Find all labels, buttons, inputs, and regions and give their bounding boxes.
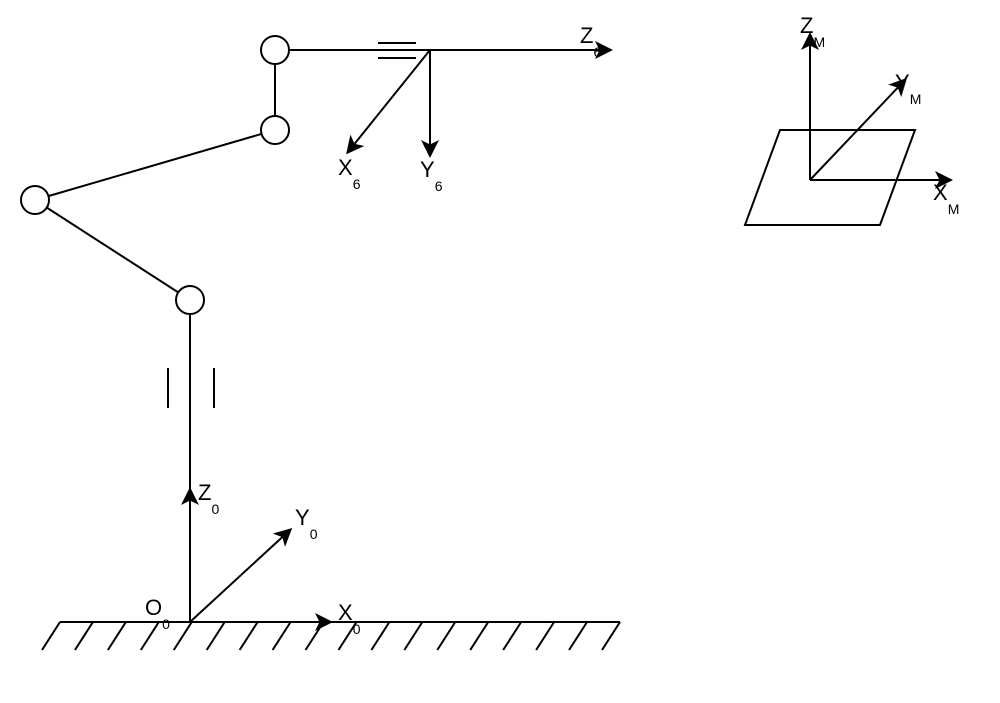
label-zm: ZM <box>800 13 825 50</box>
label-xm: XM <box>933 180 959 217</box>
ground-hatch <box>536 622 554 650</box>
label-z6: Z6 <box>580 23 601 60</box>
ground-hatch <box>141 622 159 650</box>
label-z0: Z0 <box>198 480 219 517</box>
label-o0: O0 <box>145 595 170 632</box>
ground-hatch <box>108 622 126 650</box>
axis-x6 <box>348 50 430 152</box>
joint-1 <box>176 286 204 314</box>
ground-hatch <box>602 622 620 650</box>
label-y0: Y0 <box>295 505 318 542</box>
joint-2 <box>21 186 49 214</box>
ground-hatch <box>306 622 324 650</box>
ground-hatch <box>240 622 258 650</box>
ground-hatch <box>371 622 389 650</box>
link-2 <box>35 130 275 200</box>
ground-hatch <box>42 622 60 650</box>
ground-hatch <box>503 622 521 650</box>
ground-hatch <box>207 622 225 650</box>
ground-hatch <box>273 622 291 650</box>
ground-hatch <box>437 622 455 650</box>
kinematics-diagram: O0Z0X0Y0Z6X6Y6ZMXMYM <box>0 0 1000 703</box>
link-1 <box>35 200 190 300</box>
label-ym: YM <box>895 70 921 107</box>
ground-hatch <box>470 622 488 650</box>
ground-hatch <box>569 622 587 650</box>
axis-y0 <box>190 530 290 622</box>
joint-3 <box>261 116 289 144</box>
ground-hatch <box>404 622 422 650</box>
ground-hatch <box>174 622 192 650</box>
label-x6: X6 <box>338 155 361 192</box>
ground-hatch <box>75 622 93 650</box>
label-y6: Y6 <box>420 157 443 194</box>
target-plate <box>745 130 915 225</box>
joint-4 <box>261 36 289 64</box>
